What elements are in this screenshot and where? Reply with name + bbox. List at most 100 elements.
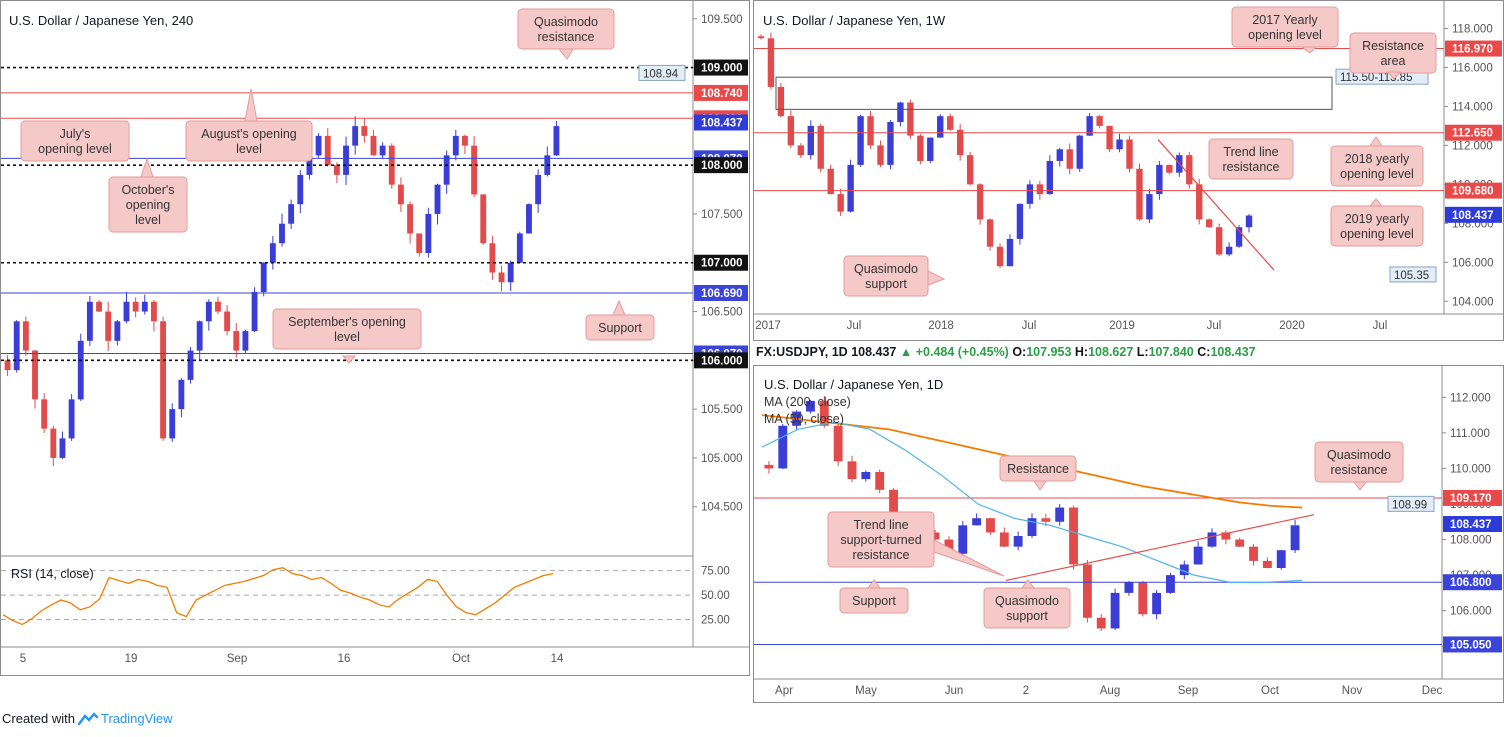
candle-body <box>443 155 450 185</box>
last-price-tag <box>1445 206 1502 223</box>
callout-support-text: Support <box>598 321 642 335</box>
candle-body <box>507 262 514 283</box>
callout-july-opening-text: July's <box>60 127 91 141</box>
tradingview-brand[interactable]: TradingView <box>100 711 173 726</box>
candle-body <box>279 223 285 244</box>
callout-quasimodo-resistance-text: Quasimodo <box>1327 448 1391 462</box>
candle-body <box>41 399 48 429</box>
candle-body <box>169 409 176 439</box>
x-tick-label: Jul <box>1207 320 1222 332</box>
chart-1w-svg[interactable]: 118.000116.000114.000112.000110.000108.0… <box>754 1 1503 340</box>
candle-body <box>397 184 404 205</box>
zone-label: 115.50-113.85 <box>1340 72 1412 84</box>
candle-body <box>847 461 857 480</box>
level-tag-109.680 <box>1445 182 1502 199</box>
candle-body <box>947 116 954 130</box>
candle-body <box>1196 184 1203 220</box>
tradingview-logo-icon[interactable] <box>77 711 98 726</box>
candle-body <box>1152 592 1162 615</box>
candle-body <box>1290 525 1300 551</box>
candle-body <box>937 116 944 138</box>
level-label-107.000: 107.000 <box>701 258 743 270</box>
candle-body <box>77 340 84 400</box>
callout-august-opening-text: level <box>236 142 262 156</box>
candle-body <box>875 472 885 490</box>
candle-body <box>553 126 560 156</box>
candle-body <box>215 301 221 312</box>
candle-body <box>434 184 441 214</box>
candle-body <box>32 350 38 400</box>
x-tick-label: Jul <box>1022 320 1037 332</box>
y-tick-label: 107.500 <box>701 209 743 221</box>
level-box-label-108.99: 108.99 <box>1392 499 1427 511</box>
chart-1d-svg[interactable]: 112.000111.000110.000109.000108.000107.0… <box>754 366 1503 702</box>
candle-body <box>22 321 29 351</box>
candle-body <box>887 122 894 165</box>
x-tick-label: 2018 <box>928 320 954 332</box>
callout-quasimodo-support-text: Quasimodo <box>854 262 918 276</box>
candle-body <box>1076 135 1083 169</box>
candle-body <box>132 301 139 312</box>
candle-body <box>807 125 814 156</box>
footer: Created with TradingView <box>2 711 173 726</box>
y-tick-label: 108.000 <box>1450 535 1492 547</box>
candle-body <box>526 204 532 234</box>
low-value: 107.840 <box>1148 345 1194 359</box>
candle-body <box>833 425 843 462</box>
open-value: 107.953 <box>1026 345 1072 359</box>
x-tick-label: Jun <box>945 685 964 697</box>
level-label-106.690: 106.690 <box>701 288 743 300</box>
high-value: 108.627 <box>1088 345 1134 359</box>
y-tick-label: 104.500 <box>701 502 743 514</box>
level-box-label-105.35: 105.35 <box>1394 270 1429 282</box>
candle-body <box>1082 564 1092 618</box>
level-box-108.94 <box>638 64 686 81</box>
callout-quasimodo-resistance-text: Quasimodo <box>534 15 598 29</box>
candle-body <box>242 331 249 351</box>
candle-body <box>224 311 231 332</box>
callout-september-opening-text: level <box>334 330 360 344</box>
candle-body <box>787 116 795 146</box>
callout-resistance-area-text: area <box>1380 54 1405 68</box>
level-label-109.170: 109.170 <box>1450 493 1492 505</box>
callout-2018-yearly-opening-text: 2018 yearly <box>1345 152 1410 166</box>
x-tick-label: Nov <box>1342 685 1363 697</box>
candle-body <box>1215 227 1223 255</box>
symbol-name: FX:USDJPY, 1D <box>756 345 848 359</box>
callout-trend-line-resistance-text: Trend line <box>1223 145 1278 159</box>
candle-body <box>986 518 995 533</box>
level-label-108.000: 108.000 <box>701 160 743 172</box>
candle-body <box>324 135 331 166</box>
level-tag-105.050 <box>1443 636 1502 653</box>
x-tick-label: Aug <box>1100 685 1120 697</box>
chart-panel-240[interactable]: 109.500109.000108.500108.000107.500107.0… <box>0 0 750 676</box>
x-tick-label: 5 <box>20 653 26 665</box>
callout-resistance-area-text: Resistance <box>1362 39 1424 53</box>
chart-panel-1d[interactable]: 112.000111.000110.000109.000108.000107.0… <box>753 365 1504 703</box>
candle-body <box>1055 507 1065 522</box>
rsi-tick-label: 25.00 <box>701 615 730 627</box>
candle-body <box>1166 575 1175 593</box>
y-tick-label: 116.000 <box>1452 62 1493 74</box>
rsi-label: RSI (14, close) <box>11 567 94 581</box>
candle-body <box>1036 184 1044 195</box>
candle-body <box>50 428 57 458</box>
callout-august-opening-text: August's opening <box>201 127 297 141</box>
candle-body <box>930 532 940 540</box>
chart-panel-1w[interactable]: 118.000116.000114.000112.000110.000108.0… <box>753 0 1504 341</box>
candle-body <box>1138 582 1148 615</box>
x-tick-label: Jul <box>847 320 862 332</box>
chart-240-svg[interactable]: 109.500109.000108.500108.000107.500107.0… <box>1 1 749 675</box>
callout-trend-line-support-resistance-text: support-turned <box>840 533 921 547</box>
level-label-116.970: 116.970 <box>1452 44 1493 56</box>
last-price-tag <box>1443 516 1502 533</box>
candle-body <box>986 219 994 247</box>
callout-2017-yearly-opening-text: 2017 Yearly <box>1252 13 1318 27</box>
level-label-112.650: 112.650 <box>1452 128 1493 140</box>
